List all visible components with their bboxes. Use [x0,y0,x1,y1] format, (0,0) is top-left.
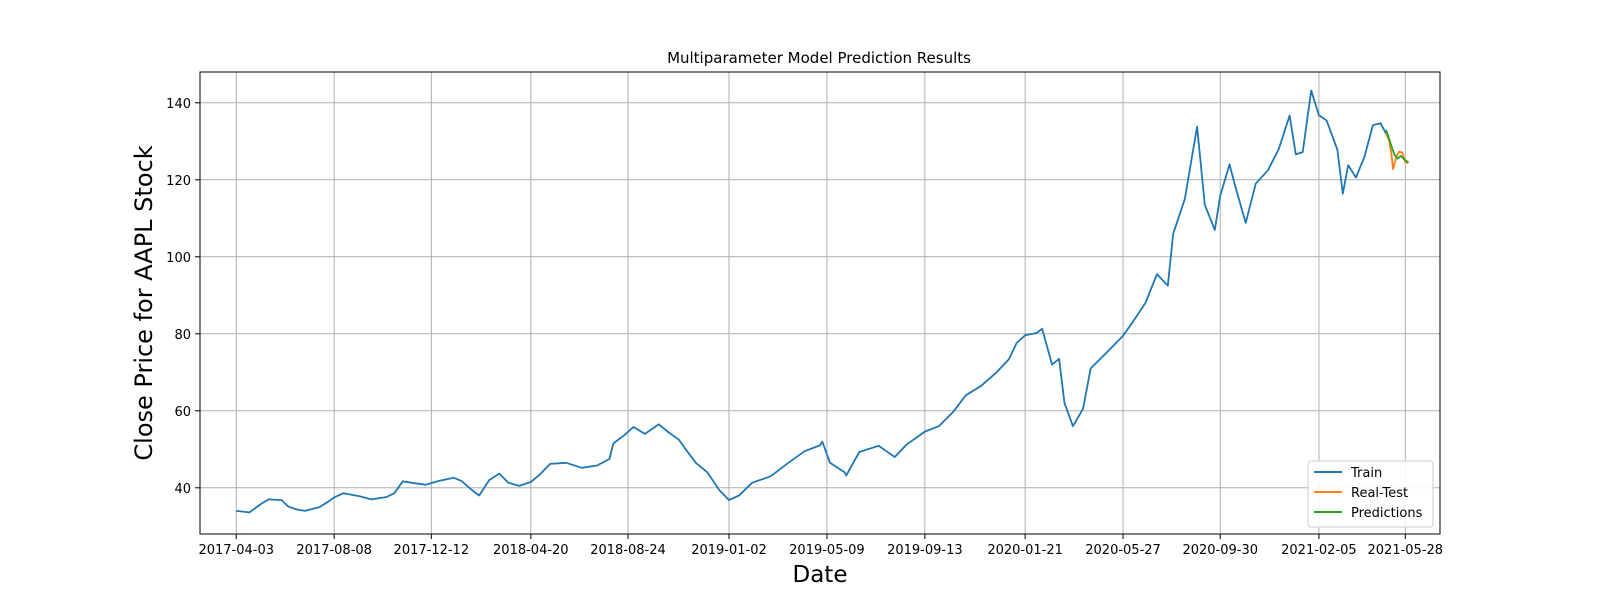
x-tick-label: 2017-04-03 [198,543,274,558]
y-axis: 40 60 80 100 120 140 [166,97,200,497]
legend-label-train: Train [1350,466,1382,481]
x-tick-label: 2021-02-05 [1281,543,1357,558]
x-tick-label: 2017-12-12 [394,543,470,558]
plot-frame [199,71,1441,535]
x-tick-label: 2020-01-21 [987,543,1063,558]
x-axis: 2017-04-03 2017-08-08 2017-12-12 2018-04-20… [198,534,1443,558]
x-axis-label: Date [793,562,848,588]
x-tick-label: 2018-08-24 [590,543,666,558]
y-tick-label: 80 [174,328,191,343]
legend-box [1307,460,1434,528]
y-axis-label: Close Price for AAPL Stock [130,145,158,460]
y-tick-label: 60 [174,405,191,420]
x-tick-label: 2019-09-13 [887,543,963,558]
legend-label-predictions: Predictions [1351,506,1423,521]
series-line-predictions [1385,129,1409,164]
y-tick-label: 100 [166,251,191,266]
chart-title: Multiparameter Model Prediction Results [667,49,971,67]
x-tick-label: 2018-04-20 [493,543,569,558]
x-tick-label: 2021-05-28 [1368,543,1444,558]
x-tick-label: 2020-09-30 [1182,543,1258,558]
legend: Train Real-Test Predictions [1307,460,1434,528]
y-tick-label: 140 [166,97,191,112]
series-line-train [236,89,1387,514]
x-tick-label: 2017-08-08 [296,543,372,558]
y-tick-label: 120 [166,174,191,189]
x-tick-label: 2020-05-27 [1085,543,1161,558]
x-tick-label: 2019-05-09 [789,543,865,558]
y-tick-label: 40 [174,482,191,497]
legend-label-real-test: Real-Test [1351,486,1408,501]
grid [200,72,1440,534]
series-layer [236,89,1409,514]
x-tick-label: 2019-01-02 [691,543,767,558]
